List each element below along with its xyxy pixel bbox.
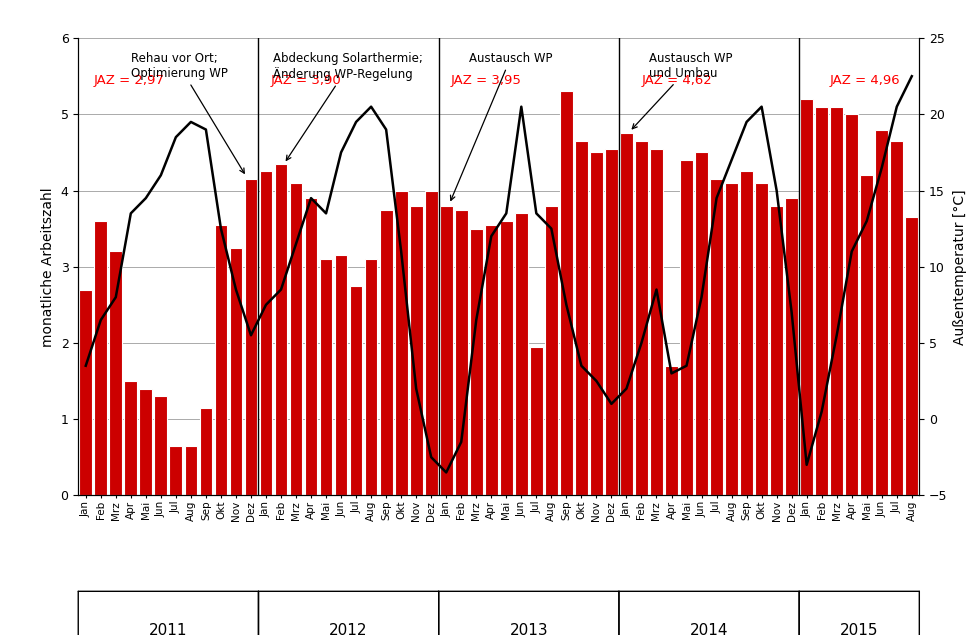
Bar <box>574 141 587 495</box>
Bar <box>544 206 557 495</box>
Text: 2012: 2012 <box>329 624 367 635</box>
Bar <box>185 446 197 495</box>
Text: Rehau vor Ort;
Optimierung WP: Rehau vor Ort; Optimierung WP <box>131 52 244 173</box>
Bar <box>709 179 722 495</box>
Bar <box>815 107 828 495</box>
Bar <box>485 225 497 495</box>
Bar <box>259 171 272 495</box>
Bar <box>770 206 783 495</box>
Bar <box>560 91 573 495</box>
Bar <box>515 213 528 495</box>
Bar <box>409 206 422 495</box>
Text: 2015: 2015 <box>839 624 877 635</box>
Text: 2011: 2011 <box>149 624 188 635</box>
Text: 2014: 2014 <box>689 624 728 635</box>
Y-axis label: monatliche Arbeitszahl: monatliche Arbeitszahl <box>41 187 55 347</box>
Bar <box>454 210 467 495</box>
Bar <box>619 133 632 495</box>
Text: Abdeckung Solarthermie;
Änderung WP-Regelung: Abdeckung Solarthermie; Änderung WP-Rege… <box>274 52 423 161</box>
Text: Austausch WP
und Umbau: Austausch WP und Umbau <box>632 52 732 129</box>
Bar <box>275 164 287 495</box>
Bar <box>664 366 677 495</box>
Bar <box>499 221 512 495</box>
Bar <box>319 259 332 495</box>
Bar <box>244 179 257 495</box>
Bar <box>829 107 842 495</box>
Bar <box>230 248 242 495</box>
Bar <box>440 206 452 495</box>
Y-axis label: Außentemperatur [°C]: Außentemperatur [°C] <box>953 189 966 345</box>
Bar <box>889 141 902 495</box>
Bar <box>905 217 917 495</box>
Text: JAZ = 4,62: JAZ = 4,62 <box>641 74 711 86</box>
Bar <box>785 198 797 495</box>
Bar <box>305 198 318 495</box>
Text: JAZ = 3,95: JAZ = 3,95 <box>450 74 521 86</box>
Bar <box>199 408 212 495</box>
Bar <box>364 259 377 495</box>
Bar <box>109 251 122 495</box>
Bar <box>334 255 347 495</box>
Bar <box>469 229 482 495</box>
Bar <box>589 152 602 495</box>
Bar <box>695 152 707 495</box>
Bar <box>605 149 617 495</box>
Bar <box>154 396 167 495</box>
Text: JAZ = 3,90: JAZ = 3,90 <box>271 74 341 86</box>
Bar <box>424 190 437 495</box>
Bar <box>530 347 542 495</box>
Bar <box>679 160 692 495</box>
Bar <box>169 446 182 495</box>
Bar <box>860 175 872 495</box>
Bar <box>350 286 362 495</box>
Bar <box>140 389 152 495</box>
Bar <box>740 171 752 495</box>
Bar <box>799 99 812 495</box>
Bar <box>874 130 887 495</box>
Bar <box>754 183 767 495</box>
Text: 2013: 2013 <box>509 624 547 635</box>
Bar <box>95 221 107 495</box>
Bar <box>214 225 227 495</box>
Bar <box>725 183 738 495</box>
Bar <box>289 183 302 495</box>
Bar <box>379 210 392 495</box>
Text: Austausch WP: Austausch WP <box>450 52 552 201</box>
Bar <box>79 290 92 495</box>
Bar <box>634 141 647 495</box>
Bar <box>124 381 137 495</box>
Text: JAZ = 4,96: JAZ = 4,96 <box>828 74 899 86</box>
Bar <box>844 114 857 495</box>
Bar <box>650 149 662 495</box>
Bar <box>395 190 407 495</box>
Text: JAZ = 2,97: JAZ = 2,97 <box>93 74 164 86</box>
